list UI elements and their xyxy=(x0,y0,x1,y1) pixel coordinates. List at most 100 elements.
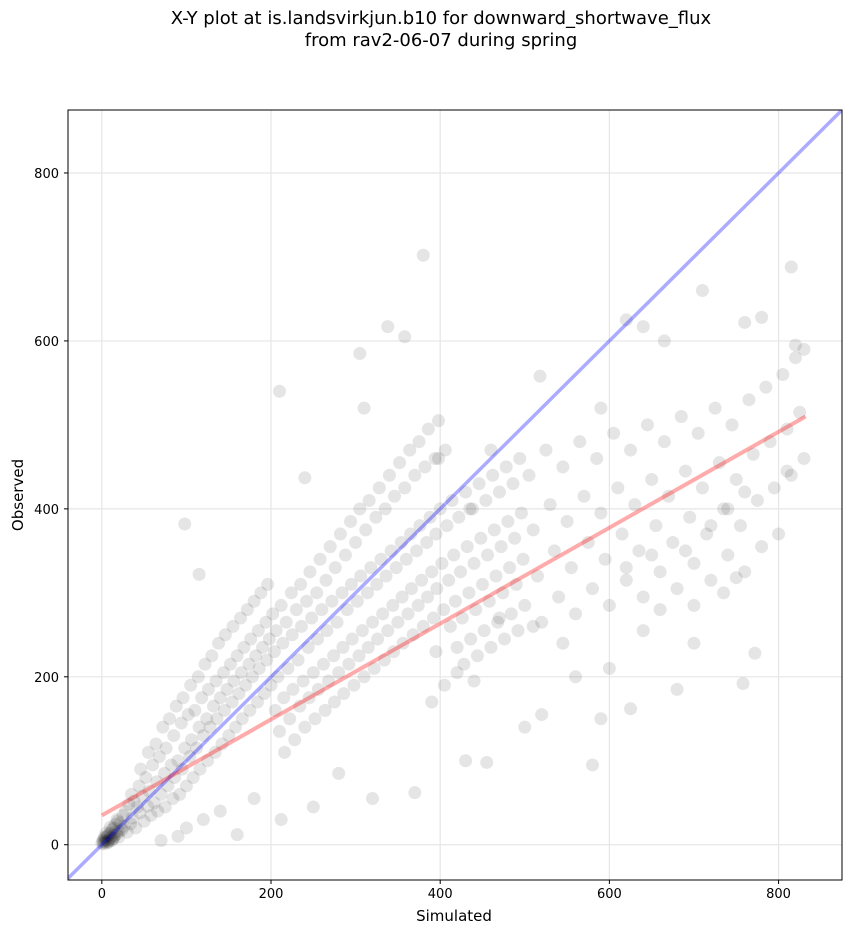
data-point xyxy=(506,477,520,491)
data-point xyxy=(657,334,671,348)
data-point xyxy=(482,594,496,608)
data-point xyxy=(120,825,134,839)
data-point xyxy=(640,418,654,432)
data-point xyxy=(687,636,701,650)
data-point xyxy=(137,814,151,828)
data-point xyxy=(278,745,292,759)
data-point xyxy=(543,498,557,512)
data-point xyxy=(780,422,794,436)
data-point xyxy=(516,552,530,566)
data-point xyxy=(150,775,164,789)
data-point xyxy=(420,535,434,549)
data-point xyxy=(268,703,282,717)
data-point xyxy=(301,640,315,654)
data-point xyxy=(100,836,114,850)
data-point xyxy=(232,687,246,701)
data-point xyxy=(298,720,312,734)
data-point xyxy=(481,548,495,562)
data-point xyxy=(125,811,139,825)
data-point xyxy=(355,624,369,638)
y-axis-ticks: 0 200 400 600 800 xyxy=(34,167,68,854)
data-point xyxy=(467,674,481,688)
data-point xyxy=(252,661,266,675)
data-point xyxy=(198,657,212,671)
data-point xyxy=(535,615,549,629)
data-point xyxy=(552,590,566,604)
data-point xyxy=(234,666,248,680)
data-point xyxy=(772,527,786,541)
data-point xyxy=(357,670,371,684)
data-point xyxy=(230,828,244,842)
data-point xyxy=(176,691,190,705)
data-point xyxy=(251,624,265,638)
data-point xyxy=(354,569,368,583)
data-point xyxy=(191,670,205,684)
data-point xyxy=(374,552,388,566)
data-point xyxy=(547,544,561,558)
data-point xyxy=(657,435,671,449)
data-point xyxy=(156,720,170,734)
data-point xyxy=(102,828,116,842)
data-point xyxy=(185,733,199,747)
data-point xyxy=(459,754,473,768)
data-point xyxy=(239,678,253,692)
data-point xyxy=(377,653,391,667)
data-point xyxy=(102,833,116,847)
data-point xyxy=(662,489,676,503)
data-point xyxy=(615,527,629,541)
data-point xyxy=(411,598,425,612)
data-point xyxy=(117,819,131,833)
data-point xyxy=(105,823,119,837)
data-point xyxy=(464,632,478,646)
data-point xyxy=(110,813,124,827)
data-point xyxy=(378,502,392,516)
data-point xyxy=(139,771,153,785)
data-point xyxy=(107,831,121,845)
data-point xyxy=(632,544,646,558)
data-point xyxy=(509,577,523,591)
data-point xyxy=(438,443,452,457)
data-point xyxy=(217,666,231,680)
data-point xyxy=(421,422,435,436)
data-point xyxy=(406,628,420,642)
reference-lines xyxy=(68,110,842,880)
data-point xyxy=(508,531,522,545)
data-point xyxy=(116,808,130,822)
data-point xyxy=(205,649,219,663)
data-point xyxy=(266,607,280,621)
data-point xyxy=(322,674,336,688)
data-point xyxy=(398,330,412,344)
y-axis-label: Observed xyxy=(9,459,27,531)
data-point xyxy=(742,393,756,407)
data-point xyxy=(381,320,395,334)
data-point xyxy=(486,468,500,482)
data-point xyxy=(788,351,802,365)
data-point xyxy=(474,531,488,545)
data-point xyxy=(124,817,138,831)
data-point xyxy=(151,804,165,818)
data-point xyxy=(408,786,422,800)
data-point xyxy=(445,493,459,507)
data-point xyxy=(195,691,209,705)
data-point xyxy=(218,628,232,642)
data-point xyxy=(497,632,511,646)
data-point xyxy=(240,603,254,617)
data-point xyxy=(585,582,599,596)
data-point xyxy=(225,695,239,709)
data-point xyxy=(201,754,215,768)
y-tick-label: 400 xyxy=(34,503,59,518)
data-point xyxy=(245,670,259,684)
data-point xyxy=(342,657,356,671)
data-point xyxy=(347,678,361,692)
data-point xyxy=(403,443,417,457)
data-point xyxy=(100,829,114,843)
data-point xyxy=(577,489,591,503)
data-point xyxy=(174,716,188,730)
data-point xyxy=(332,766,346,780)
data-point xyxy=(193,762,207,776)
data-point xyxy=(244,632,258,646)
data-point xyxy=(103,826,117,840)
data-point xyxy=(196,729,210,743)
data-point xyxy=(200,712,214,726)
data-point xyxy=(469,603,483,617)
